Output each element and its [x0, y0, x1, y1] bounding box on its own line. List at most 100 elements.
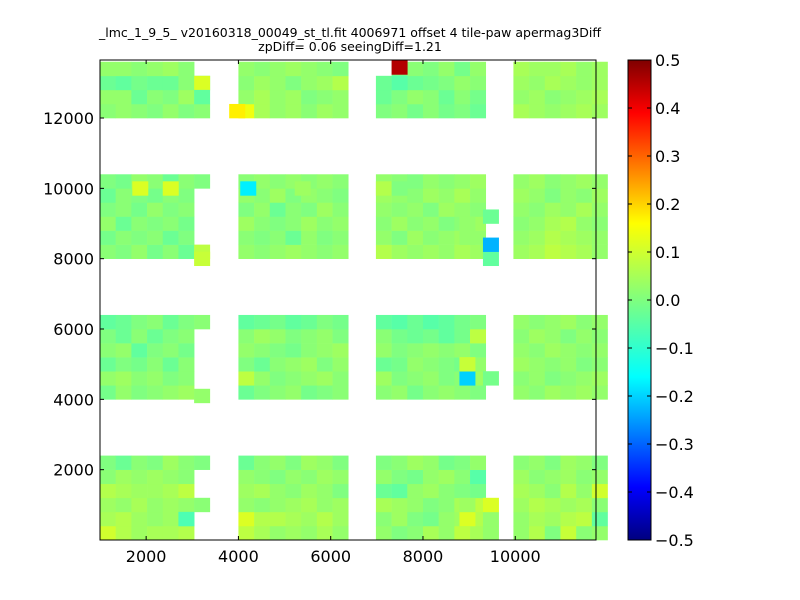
heatmap-cell [147, 202, 164, 217]
heatmap-cell [391, 385, 408, 400]
heatmap-cell [591, 357, 608, 372]
heatmap-cell [482, 237, 499, 252]
heatmap-cell [238, 525, 255, 541]
heatmap-cell [438, 497, 455, 513]
heatmap-cell [422, 61, 439, 77]
heatmap-cell [147, 174, 164, 189]
heatmap-cell [254, 357, 271, 372]
heatmap-cell [544, 244, 561, 259]
heatmap-cell [576, 483, 593, 499]
heatmap-cell [131, 89, 148, 105]
heatmap-cell [332, 61, 349, 77]
heatmap-cell [301, 244, 318, 259]
heatmap-cell [332, 357, 349, 372]
heatmap-cell [407, 202, 424, 217]
heatmap-cell [316, 314, 333, 330]
heatmap-cell [438, 483, 455, 499]
heatmap-cell [316, 103, 333, 119]
heatmap-cell [332, 188, 349, 203]
heatmap-cell [254, 525, 271, 541]
heatmap-cell [178, 202, 195, 217]
heatmap-cell [513, 174, 530, 189]
heatmap-cell [438, 174, 455, 189]
heatmap-cell [391, 314, 408, 330]
heatmap-cell [100, 343, 116, 358]
heatmap-cell [529, 455, 546, 470]
heatmap-cell [454, 343, 471, 358]
heatmap-cell [482, 251, 499, 267]
heatmap-cell [576, 103, 593, 119]
heatmap-cell [269, 230, 286, 245]
heatmap-cell [576, 497, 593, 513]
heatmap-cell [544, 202, 561, 217]
heatmap-cell [459, 230, 476, 245]
heatmap-cell [407, 497, 424, 513]
heatmap-cell [301, 497, 318, 513]
heatmap-cell [131, 216, 148, 231]
heatmap-cell [422, 483, 439, 499]
heatmap-cell [375, 202, 392, 217]
heatmap-cell [238, 329, 255, 344]
heatmap-cell [391, 60, 408, 75]
heatmap-cell [332, 483, 349, 499]
heatmap-cell [407, 230, 424, 245]
heatmap-cell [147, 511, 164, 527]
heatmap-cell [301, 511, 318, 527]
heatmap-cell [454, 329, 471, 344]
heatmap-cell [391, 497, 408, 513]
heatmap-cell [391, 343, 408, 358]
heatmap-cell [162, 343, 179, 358]
heatmap-cell [131, 357, 148, 372]
heatmap-cell [316, 75, 333, 91]
heatmap-cell [576, 216, 593, 231]
heatmap-cell [115, 343, 132, 358]
heatmap-cell [178, 525, 195, 541]
heatmap-cell [285, 61, 302, 77]
heatmap-cell [115, 483, 132, 499]
heatmap-cell [194, 314, 211, 330]
heatmap-cell [407, 469, 424, 485]
heatmap-cell [513, 511, 530, 527]
heatmap-cell [178, 75, 195, 91]
heatmap-cell [591, 455, 608, 470]
heatmap-cell [470, 103, 487, 119]
heatmap-cell [269, 357, 286, 372]
heatmap-cell [470, 174, 487, 189]
heatmap-cell [513, 75, 530, 91]
y-tick-label: 2000 [53, 461, 94, 480]
heatmap-cell [316, 61, 333, 77]
heatmap-cells [100, 60, 608, 541]
heatmap-cell [422, 216, 439, 231]
heatmap-cell [332, 511, 349, 527]
heatmap-cell [115, 89, 132, 105]
heatmap-cell [529, 525, 546, 541]
heatmap-cell [375, 483, 392, 499]
heatmap-cell [316, 174, 333, 189]
heatmap-cell [100, 357, 116, 372]
heatmap-cell [100, 202, 116, 217]
heatmap-cell [560, 497, 577, 513]
heatmap-cell [238, 61, 255, 77]
heatmap-cell [454, 483, 471, 499]
heatmap-cell [254, 188, 271, 203]
heatmap-cell [407, 525, 424, 541]
heatmap-cell [544, 188, 561, 203]
heatmap-cell [560, 75, 577, 91]
heatmap-cell [470, 89, 487, 105]
heatmap-cell [254, 61, 271, 77]
colorbar-tick-label: −0.5 [655, 531, 694, 550]
heatmap-cell [576, 188, 593, 203]
heatmap-cell [316, 329, 333, 344]
heatmap-cell [332, 244, 349, 259]
heatmap-cell [269, 103, 286, 119]
heatmap-cell [332, 75, 349, 91]
heatmap-cell [422, 329, 439, 344]
heatmap-cell [301, 469, 318, 485]
heatmap-cell [147, 469, 164, 485]
heatmap-cell [591, 188, 608, 203]
heatmap-cell [301, 455, 318, 470]
heatmap-cell [513, 216, 530, 231]
heatmap-cell [391, 371, 408, 386]
heatmap-cell [422, 75, 439, 91]
heatmap-cell [254, 216, 271, 231]
